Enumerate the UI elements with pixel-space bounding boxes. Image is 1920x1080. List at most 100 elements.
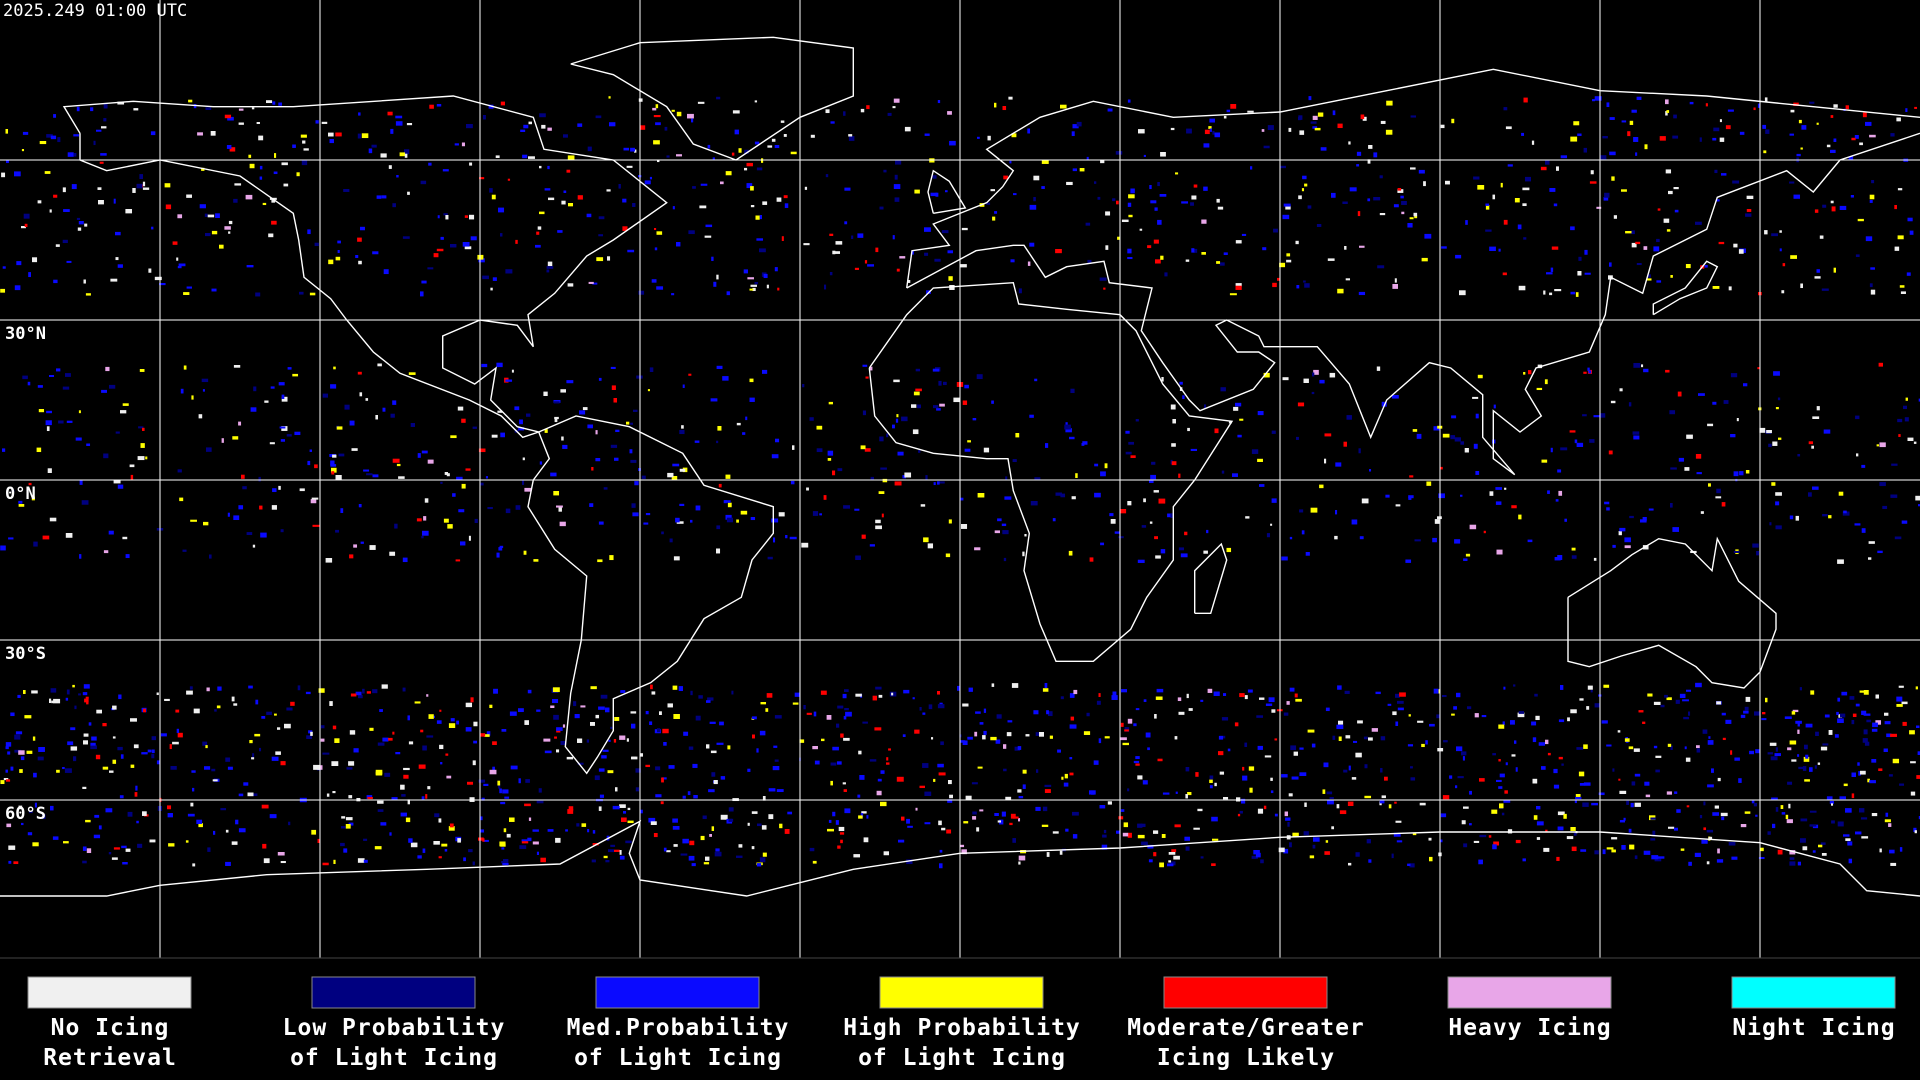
icing-pixel [1289,842,1292,848]
icing-pixel [1674,791,1678,794]
icing-pixel [1507,164,1513,167]
icing-pixel [839,832,845,835]
icing-pixel [1916,775,1920,779]
icing-pixel [657,159,660,163]
icing-pixel [1154,207,1158,211]
icing-pixel [1812,850,1816,853]
icing-pixel [784,203,789,208]
icing-pixel [1736,418,1739,422]
icing-pixel [1849,696,1855,700]
lat-label: 30°N [5,324,46,344]
icing-pixel [1666,697,1672,701]
icing-pixel [1072,811,1079,816]
icing-pixel [1029,414,1034,418]
icing-pixel [1795,515,1799,521]
icing-pixel [50,805,54,811]
icing-pixel [899,256,906,259]
icing-pixel [1185,846,1190,851]
icing-pixel [1017,789,1022,793]
icing-pixel [1042,688,1049,692]
icing-pixel [24,715,32,719]
icing-pixel [29,811,33,814]
icing-pixel [0,288,6,293]
icing-pixel [717,426,722,431]
icing-pixel [392,203,396,208]
icing-pixel [790,480,795,485]
icing-pixel [1475,413,1479,419]
icing-pixel [875,519,881,524]
icing-pixel [177,732,183,738]
icing-pixel [1270,777,1273,781]
icing-pixel [1755,749,1760,754]
icing-pixel [483,115,486,120]
icing-pixel [1606,507,1610,511]
icing-pixel [704,235,712,238]
icing-pixel [823,495,827,500]
icing-pixel [509,711,517,716]
icing-pixel [1003,175,1009,180]
icing-pixel [893,184,901,189]
icing-pixel [1278,847,1285,853]
icing-pixel [1910,761,1916,764]
icing-pixel [840,733,844,738]
icing-pixel [727,502,732,508]
icing-pixel [1527,539,1533,543]
icing-pixel [716,548,721,554]
icing-pixel [355,255,359,259]
icing-pixel [1914,830,1917,834]
icing-pixel [1342,201,1348,204]
icing-pixel [1368,145,1373,149]
icing-pixel [1356,164,1360,167]
icing-pixel [388,737,393,741]
icing-pixel [936,408,941,411]
icing-pixel [810,134,815,138]
icing-pixel [19,769,23,773]
icing-pixel [750,284,757,287]
icing-pixel [878,694,883,698]
icing-pixel [816,448,823,453]
icing-pixel [1714,169,1718,174]
icing-pixel [341,816,346,819]
icing-pixel [1861,817,1868,820]
icing-pixel [1348,765,1351,771]
icing-pixel [692,186,696,189]
icing-pixel [716,525,721,530]
icing-pixel [1910,791,1916,796]
icing-pixel [1003,744,1007,749]
icing-pixel [824,284,827,290]
icing-pixel [610,726,613,729]
icing-pixel [1397,707,1404,711]
icing-pixel [1670,467,1677,470]
icing-pixel [1640,519,1647,523]
icing-pixel [322,393,329,398]
icing-pixel [1009,160,1012,164]
icing-pixel [1059,850,1063,855]
icing-pixel [865,376,869,379]
icing-pixel [1156,688,1164,693]
icing-pixel [857,233,864,238]
icing-pixel [1214,782,1217,787]
icing-pixel [42,535,50,540]
icing-pixel [589,503,594,507]
icing-pixel [1473,176,1480,180]
icing-pixel [480,482,484,486]
icing-pixel [1086,156,1089,160]
icing-pixel [619,850,622,855]
icing-pixel [1433,426,1440,431]
icing-pixel [1564,518,1567,522]
icing-pixel [1064,424,1071,430]
icing-pixel [1915,495,1920,501]
icing-pixel [1653,745,1658,749]
icing-pixel [259,747,262,752]
icing-pixel [1732,180,1740,184]
icing-pixel [78,693,81,696]
icing-pixel [757,823,762,827]
icing-pixel [1589,439,1595,443]
icing-pixel [90,745,97,750]
icing-pixel [859,775,865,780]
icing-pixel [1122,832,1129,837]
icing-pixel [1573,121,1580,126]
icing-pixel [389,551,396,556]
icing-pixel [500,101,505,106]
icing-pixel [1485,203,1489,206]
